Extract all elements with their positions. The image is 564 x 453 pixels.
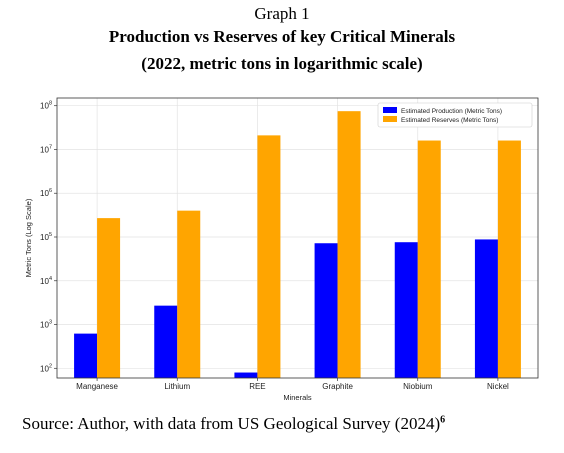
y-tick-label: 105 bbox=[40, 232, 52, 242]
reserves-bar-lithium bbox=[177, 210, 201, 378]
y-axis-label: Metric Tons (Log Scale) bbox=[24, 198, 33, 277]
production-bar-manganese bbox=[74, 333, 98, 378]
legend: Estimated Production (Metric Tons) Estim… bbox=[377, 102, 533, 128]
legend-label-production: Estimated Production (Metric Tons) bbox=[401, 108, 502, 115]
y-tick-base: 10 bbox=[40, 277, 49, 286]
chart-title-line-2: (2022, metric tons in logarithmic scale) bbox=[141, 54, 423, 73]
y-tick-label: 107 bbox=[40, 144, 52, 154]
x-tick-label-graphite: Graphite bbox=[322, 382, 353, 391]
x-tick-label-nickel: Nickel bbox=[487, 382, 509, 391]
y-tick-base: 10 bbox=[40, 189, 49, 198]
x-axis-label: Minerals bbox=[283, 393, 312, 402]
x-tick-label-manganese: Manganese bbox=[76, 382, 118, 391]
y-tick-label: 102 bbox=[40, 363, 52, 373]
x-tick-label-lithium: Lithium bbox=[164, 382, 190, 391]
chart-title-line-1: Production vs Reserves of key Critical M… bbox=[108, 27, 456, 46]
y-tick-base: 10 bbox=[40, 145, 49, 154]
y-tick-base: 10 bbox=[40, 102, 49, 111]
production-bar-ree bbox=[234, 372, 258, 378]
y-tick-exponent: 2 bbox=[49, 363, 52, 369]
x-tick-label-niobium: Niobium bbox=[403, 382, 433, 391]
production-bar-niobium bbox=[394, 242, 418, 378]
plot-frame bbox=[56, 97, 539, 379]
source-footnote-marker: 6 bbox=[440, 414, 446, 426]
reserves-bar-graphite bbox=[337, 111, 361, 378]
reserves-bar-ree bbox=[257, 135, 281, 378]
legend-label-reserves: Estimated Reserves (Metric Tons) bbox=[401, 117, 498, 124]
bars bbox=[74, 111, 521, 378]
reserves-bar-nickel bbox=[497, 140, 521, 378]
y-tick-base: 10 bbox=[40, 321, 49, 330]
legend-swatch-reserves bbox=[383, 116, 397, 122]
x-tick-label-ree: REE bbox=[249, 382, 265, 391]
y-tick-base: 10 bbox=[40, 364, 49, 373]
production-bar-graphite bbox=[314, 243, 338, 378]
y-tick-label: 108 bbox=[40, 101, 52, 111]
legend-box bbox=[377, 102, 533, 128]
y-tick-exponent: 7 bbox=[49, 144, 52, 150]
y-tick-exponent: 5 bbox=[49, 232, 52, 238]
legend-swatch-production bbox=[383, 107, 397, 113]
production-bar-nickel bbox=[474, 239, 498, 378]
y-tick-exponent: 4 bbox=[49, 276, 52, 282]
y-tick-label: 103 bbox=[40, 320, 52, 330]
figure-label: Graph 1 bbox=[254, 4, 310, 23]
grid-lines bbox=[57, 98, 538, 378]
production-bar-lithium bbox=[154, 305, 178, 378]
source-note: Source: Author, with data from US Geolog… bbox=[22, 414, 445, 434]
y-tick-label: 104 bbox=[40, 276, 52, 286]
reserves-bar-niobium bbox=[417, 140, 441, 378]
y-tick-label: 106 bbox=[40, 188, 52, 198]
source-text: Source: Author, with data from US Geolog… bbox=[22, 414, 441, 433]
reserves-bar-manganese bbox=[97, 218, 121, 378]
y-tick-base: 10 bbox=[40, 233, 49, 242]
y-tick-exponent: 6 bbox=[49, 188, 52, 194]
y-tick-exponent: 3 bbox=[49, 320, 52, 326]
axes bbox=[54, 97, 539, 381]
y-tick-exponent: 8 bbox=[49, 101, 52, 107]
